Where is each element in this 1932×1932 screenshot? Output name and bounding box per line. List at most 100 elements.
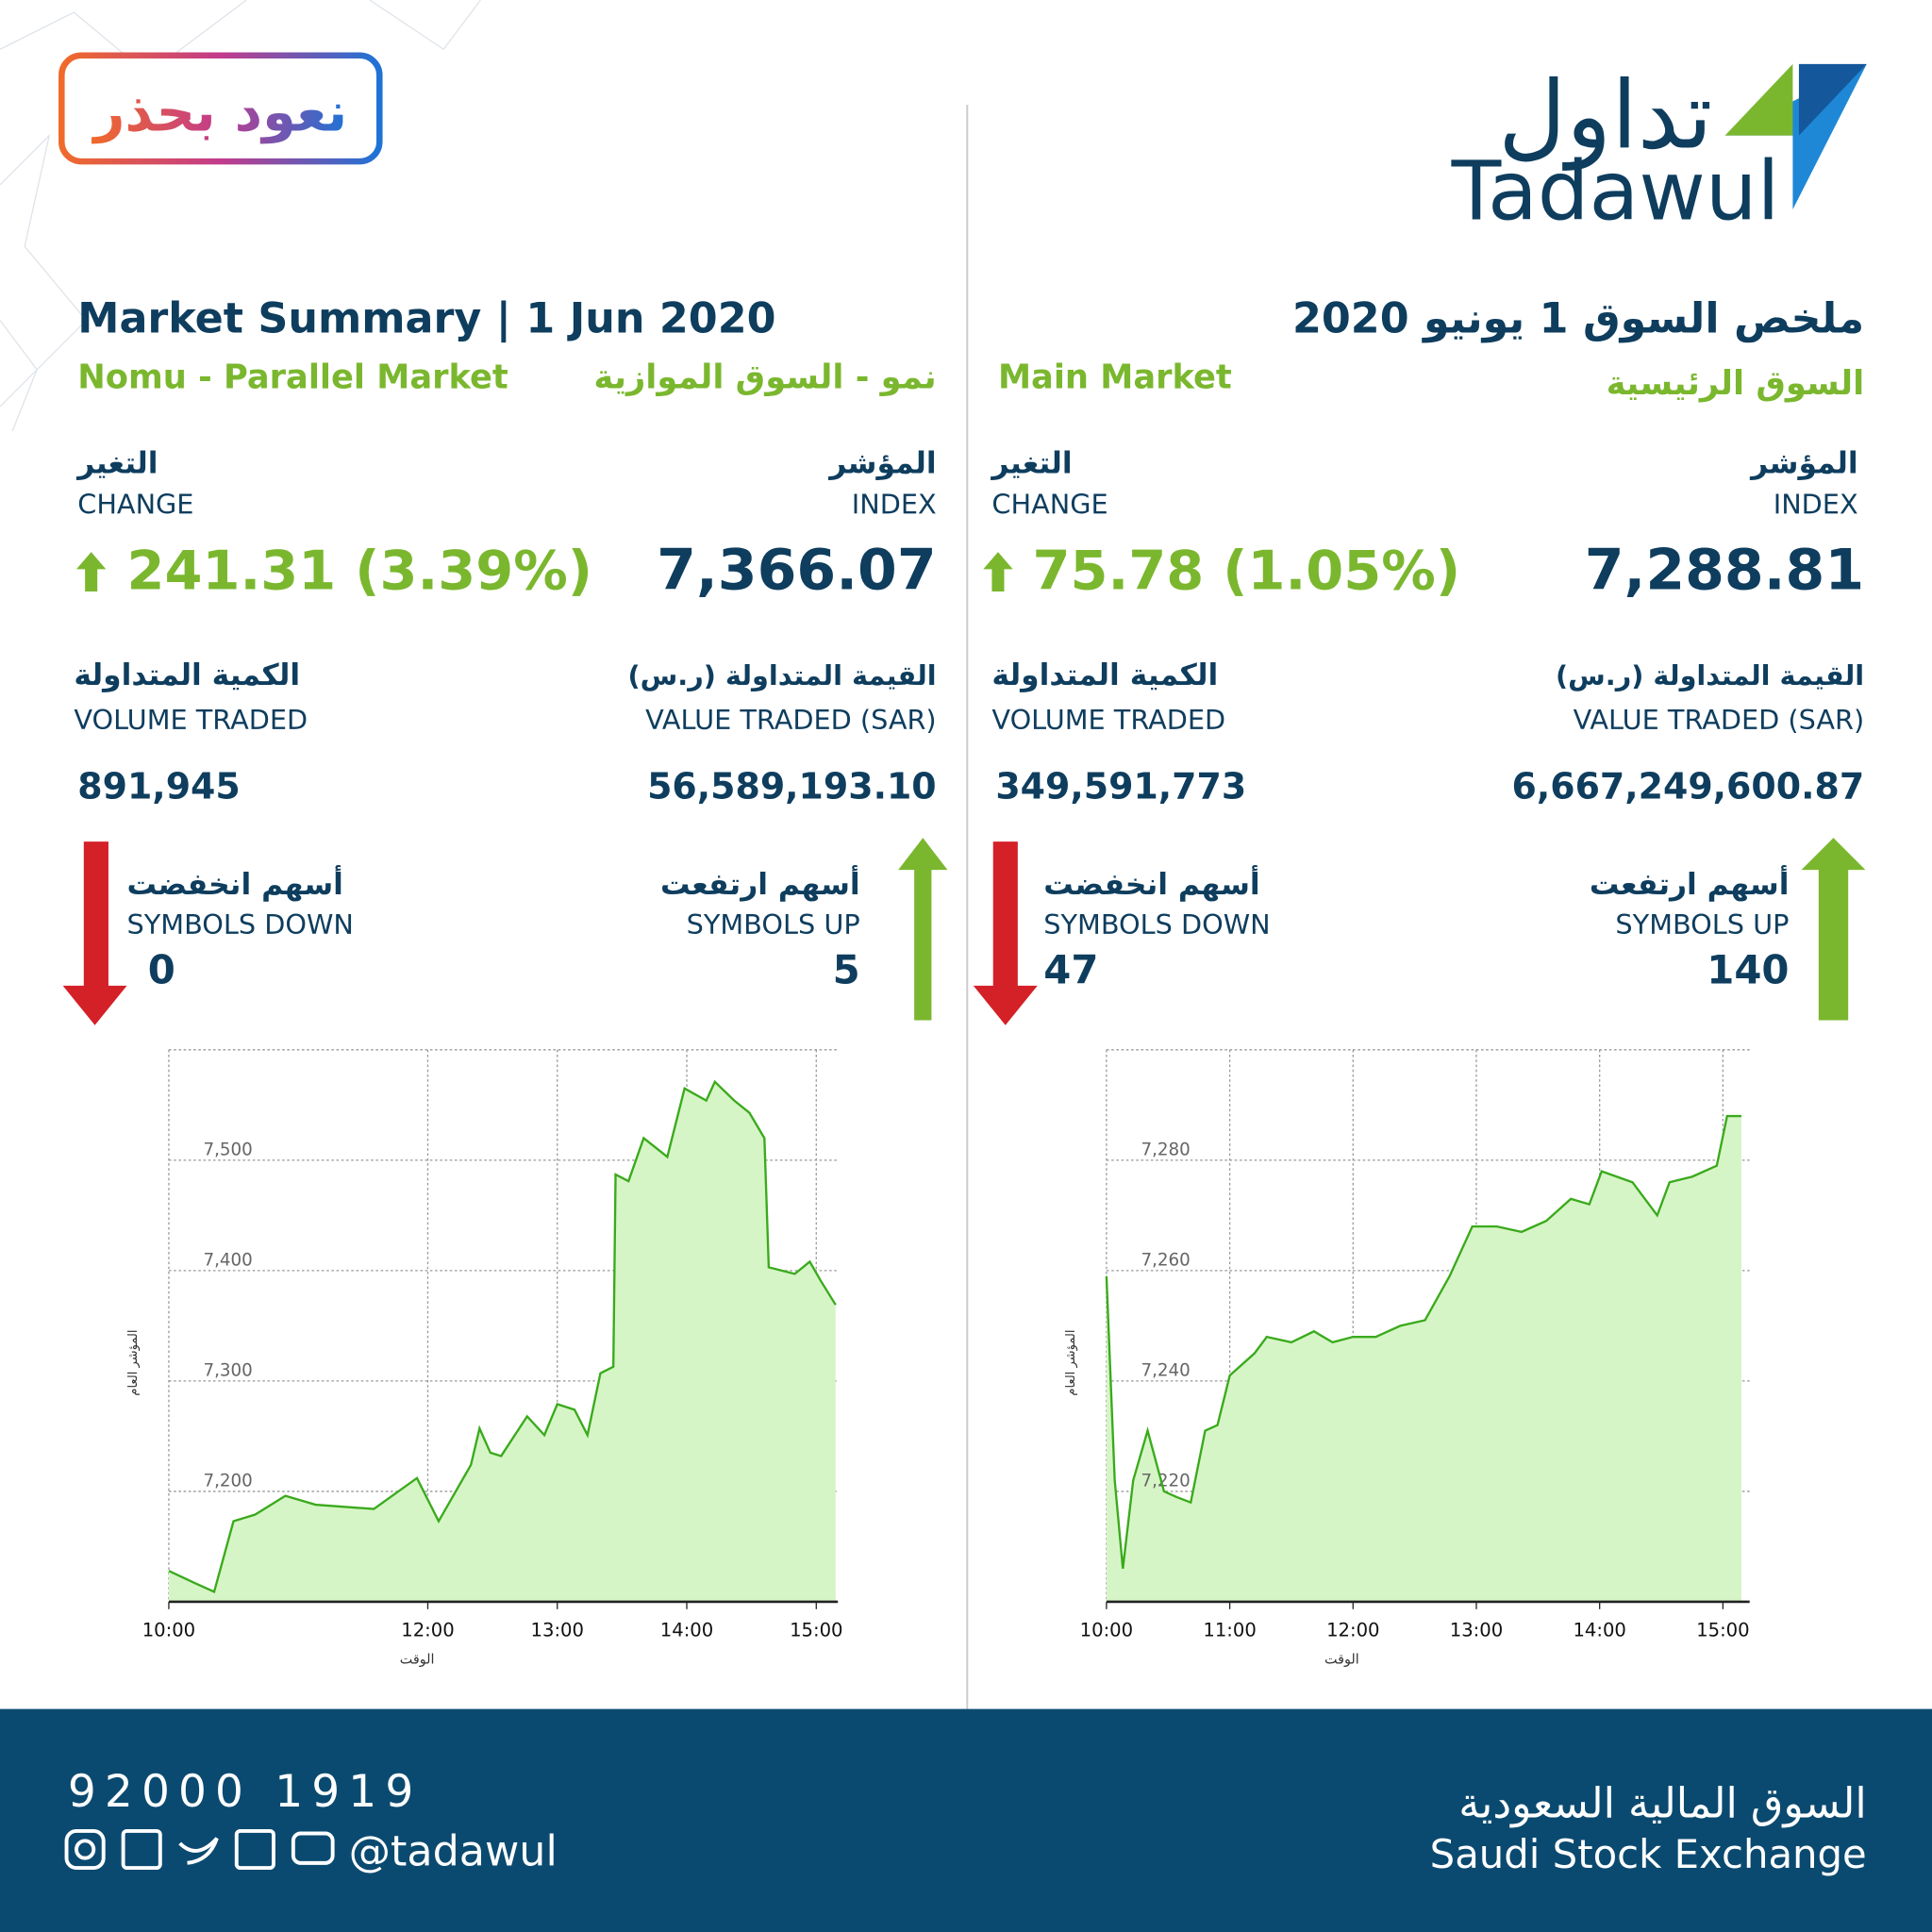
market-english: Main Market: [998, 358, 1232, 396]
youtube-icon[interactable]: [291, 1831, 335, 1865]
down-arrow: [973, 841, 1038, 1025]
x-tick-label: 15:00: [1696, 1620, 1749, 1641]
index-value: 7,366.07: [657, 537, 936, 603]
x-axis-label: الوقت: [1324, 1652, 1359, 1667]
exchange-arabic: السوق المالية السعودية: [1458, 1780, 1867, 1828]
label-english: SYMBOLS DOWN: [127, 908, 354, 941]
x-tick-label: 13:00: [531, 1620, 584, 1641]
area: [1106, 1116, 1741, 1602]
market-arabic: السوق الرئيسية: [1607, 364, 1865, 403]
label-english: INDEX: [852, 489, 937, 521]
phone: 92000 1919: [68, 1766, 423, 1818]
logo-mark: [1798, 63, 1867, 136]
social-icons: [64, 1828, 335, 1871]
change-value: 241.31 (3.39%): [127, 539, 593, 602]
up-arrow: [1801, 838, 1866, 1021]
x-tick-label: 11:00: [1203, 1620, 1256, 1641]
label-arabic: المؤشر: [1749, 447, 1857, 481]
label-arabic: أسهم انخفضت: [1043, 865, 1259, 902]
up-arrow: [898, 838, 948, 1021]
value-traded: 6,667,249,600.87: [1512, 765, 1865, 807]
logo-arabic: تداول: [1498, 62, 1712, 171]
label-arabic: القيمة المتداولة (ر.س): [628, 659, 937, 691]
index-value: 7,288.81: [1585, 537, 1864, 603]
area: [168, 1081, 836, 1602]
label-english: INDEX: [1774, 489, 1858, 521]
x-tick-label: 14:00: [660, 1620, 713, 1641]
volume-value: 349,591,773: [995, 765, 1246, 807]
line-chart: 7,200 7,300 7,400 7,500 10:00 12:00 13:00 14:00…: [126, 1049, 842, 1667]
label-arabic: أسهم ارتفعت: [660, 865, 860, 902]
label-arabic: الكمية المتداولة: [74, 658, 300, 692]
badge: نعود بحذر: [58, 52, 383, 165]
decoration: [0, 0, 481, 432]
volume-value: 891,945: [77, 765, 240, 807]
label-english: VOLUME TRADED: [991, 704, 1225, 736]
y-tick-label: 7,220: [1141, 1472, 1190, 1491]
symbols-down: 47: [1043, 946, 1098, 992]
label-english: VOLUME TRADED: [74, 704, 308, 736]
instagram-icon: [75, 1839, 96, 1860]
x-tick-label: 14:00: [1573, 1620, 1625, 1641]
label-arabic: القيمة المتداولة (ر.س): [1556, 659, 1864, 691]
change-value: 75.78 (1.05%): [1033, 539, 1461, 602]
x-tick-label: 10:00: [1080, 1620, 1133, 1641]
label-english: CHANGE: [991, 489, 1108, 521]
exchange-english: Saudi Stock Exchange: [1430, 1831, 1867, 1877]
main-panel: Main Market السوق الرئيسية التغير CHANGE…: [973, 358, 1866, 1025]
label-english: VALUE TRADED (SAR): [645, 704, 937, 736]
logo-mark: [1724, 63, 1793, 136]
twitter-icon[interactable]: [178, 1837, 219, 1865]
badge-frame: [58, 52, 383, 165]
instagram-icon[interactable]: [64, 1828, 106, 1871]
label-english: SYMBOLS UP: [1615, 908, 1789, 941]
logo: تداول Tadawul: [1451, 62, 1867, 239]
line: [1105, 1114, 1741, 1569]
label-arabic: أسهم ارتفعت: [1590, 865, 1790, 902]
handle[interactable]: @tadawul: [349, 1827, 558, 1875]
label-arabic: المؤشر: [827, 447, 936, 481]
linkedin-icon[interactable]: [121, 1828, 162, 1871]
label-arabic: التغير: [990, 447, 1072, 481]
x-tick-label: 13:00: [1450, 1620, 1503, 1641]
facebook-icon[interactable]: [234, 1828, 275, 1871]
up-icon: [75, 552, 107, 591]
nomu-panel: Nomu - Parallel Market نمو - السوق الموا…: [62, 358, 948, 1025]
label-english: VALUE TRADED (SAR): [1574, 704, 1865, 736]
symbols-down: 0: [148, 946, 175, 992]
y-tick-label: 7,200: [204, 1472, 253, 1491]
title-arabic: ملخص السوق 1 يونيو 2020: [1292, 295, 1864, 343]
value-traded: 56,589,193.10: [647, 765, 937, 807]
y-tick-label: 7,280: [1141, 1141, 1190, 1160]
market-arabic: نمو - السوق الموازية: [593, 358, 936, 396]
charts: 7,200 7,300 7,400 7,500 10:00 12:00 13:00 14:00…: [126, 1049, 1750, 1667]
label-english: SYMBOLS DOWN: [1043, 908, 1270, 941]
title-english: Market Summary | 1 Jun 2020: [77, 295, 775, 343]
y-tick-label: 7,500: [204, 1141, 253, 1160]
label-english: SYMBOLS UP: [687, 908, 860, 941]
up-icon: [983, 552, 1013, 591]
y-tick-label: 7,260: [1141, 1251, 1190, 1271]
x-tick-label: 12:00: [1326, 1620, 1379, 1641]
y-tick-label: 7,240: [1141, 1361, 1190, 1381]
x-tick-label: 12:00: [401, 1620, 454, 1641]
x-axis-label: الوقت: [400, 1652, 435, 1667]
badge-text: نعود بحذر: [91, 80, 347, 143]
y-axis-label: المؤشر العام: [126, 1330, 141, 1396]
symbols-up: 140: [1707, 946, 1789, 992]
down-arrow: [62, 841, 127, 1025]
y-axis-label: المؤشر العام: [1064, 1330, 1078, 1396]
y-tick-label: 7,400: [204, 1251, 253, 1271]
x-tick-label: 15:00: [790, 1620, 842, 1641]
line: [168, 1079, 837, 1594]
footer: 92000 1919 @tadawul السوق المالية السعود…: [0, 1708, 1932, 1932]
label-arabic: أسهم انخفضت: [127, 865, 343, 902]
label-arabic: الكمية المتداولة: [991, 658, 1218, 692]
line-chart: 7,220 7,240 7,260 7,280 10:00 11:00 12:00 13:00…: [1064, 1049, 1750, 1667]
y-tick-label: 7,300: [204, 1361, 253, 1381]
market-english: Nomu - Parallel Market: [77, 358, 508, 396]
x-tick-label: 10:00: [142, 1620, 195, 1641]
